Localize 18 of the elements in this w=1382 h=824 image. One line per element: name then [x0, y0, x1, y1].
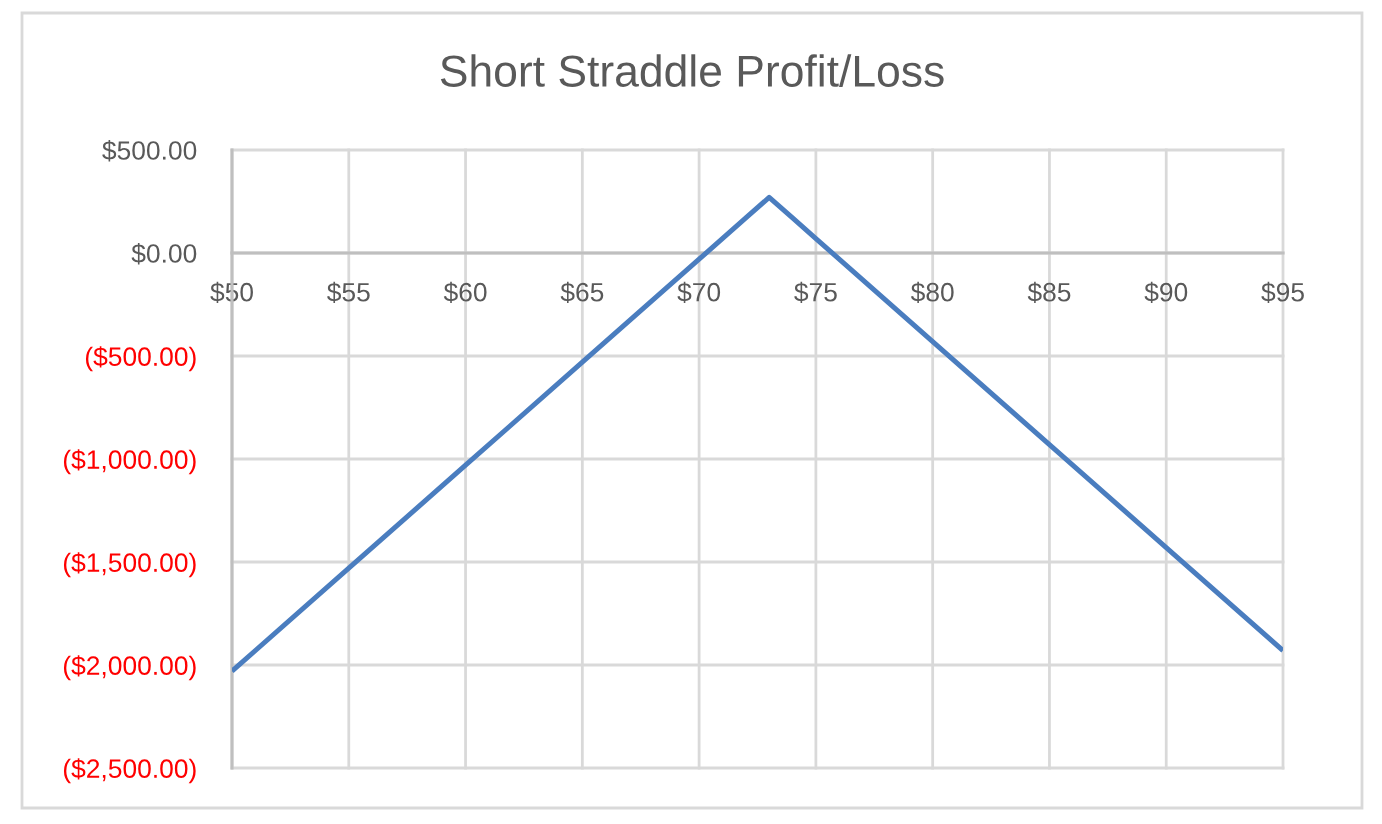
x-tick-label: $70	[677, 281, 721, 304]
x-tick-label: $75	[794, 281, 837, 304]
x-tick-label: $55	[327, 281, 370, 304]
x-tick-label: $85	[1027, 281, 1071, 304]
x-tick-label: $65	[560, 281, 604, 304]
x-tick-label: $50	[210, 281, 253, 304]
x-tick-label: $60	[443, 281, 487, 304]
y-tick-label: $0.00	[131, 243, 197, 265]
y-tick-label: ($2,500.00)	[63, 758, 196, 784]
x-tick-label: $95	[1261, 281, 1304, 304]
chart-title: Short Straddle Profit/Loss	[440, 54, 944, 87]
y-tick-label: ($1,500.00)	[63, 552, 196, 578]
y-tick-label: ($500.00)	[85, 346, 196, 372]
y-tick-label: ($1,000.00)	[63, 449, 196, 475]
y-tick-label: $500.00	[102, 140, 197, 162]
x-tick-label: $80	[910, 281, 954, 304]
y-tick-label: ($2,000.00)	[63, 655, 196, 681]
x-tick-label: $90	[1144, 281, 1188, 304]
